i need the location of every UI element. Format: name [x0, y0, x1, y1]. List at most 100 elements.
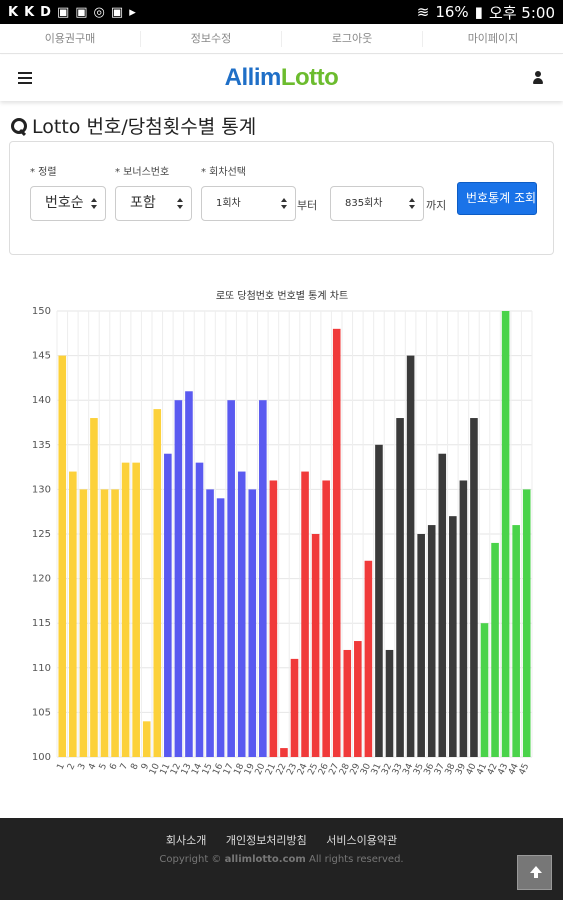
- bar-number-20[interactable]: [259, 400, 267, 757]
- x-tick-label: 3: [77, 762, 88, 771]
- number-stats-chart: 로또 당첨번호 번호별 통계 차트 100 105 110 115 120 125 130 1…: [0, 280, 563, 780]
- round-to-select[interactable]: 835회차: [330, 186, 424, 221]
- bar-number-16[interactable]: [216, 498, 225, 757]
- bar-number-25[interactable]: [311, 534, 320, 757]
- notification-icon: ▣: [56, 4, 70, 20]
- bar-number-15[interactable]: [206, 489, 214, 757]
- x-tick-label: 32: [380, 762, 394, 777]
- y-tick-label: 110: [32, 663, 51, 674]
- bar-number-14[interactable]: [195, 462, 204, 757]
- footer-link-company[interactable]: 회사소개: [165, 834, 207, 847]
- bonus-label: * 보너스번호: [115, 167, 170, 178]
- notification-icon: ▣: [75, 4, 88, 20]
- bar-number-11[interactable]: [164, 453, 172, 757]
- battery-level: 16%: [435, 3, 469, 21]
- status-right: ≋ 16% ▮ 오후 5:00: [417, 2, 555, 23]
- scroll-to-top-button[interactable]: [517, 855, 552, 890]
- x-tick-label: 14: [190, 762, 204, 777]
- hamburger-menu-icon[interactable]: [18, 72, 32, 84]
- bar-number-4[interactable]: [90, 418, 98, 757]
- x-tick-label: 15: [201, 762, 215, 777]
- bar-number-30[interactable]: [364, 560, 373, 757]
- bar-number-43[interactable]: [501, 311, 510, 757]
- bar-number-21[interactable]: [269, 480, 278, 757]
- y-tick-label: 150: [32, 306, 51, 317]
- nav-mypage[interactable]: 마이페이지: [467, 31, 519, 45]
- wifi-icon: ≋: [416, 3, 430, 21]
- stats-search-button[interactable]: 번호통계 조회: [457, 182, 537, 215]
- bar-number-44[interactable]: [512, 525, 520, 757]
- bar-number-17[interactable]: [227, 400, 235, 757]
- x-tick-label: 42: [486, 762, 500, 777]
- bar-number-9[interactable]: [142, 721, 151, 757]
- nav-edit-info[interactable]: 정보수정: [141, 30, 282, 47]
- y-tick-label: 140: [32, 395, 51, 406]
- bar-number-26[interactable]: [322, 480, 330, 757]
- x-tick-label: 33: [391, 762, 405, 777]
- bar-number-35[interactable]: [417, 534, 425, 757]
- bar-number-27[interactable]: [332, 328, 341, 757]
- x-tick-label: 37: [433, 762, 447, 777]
- copyright: Copyright © allimlotto.com All rights re…: [0, 854, 563, 865]
- y-tick-label: 135: [32, 440, 51, 451]
- bar-number-36[interactable]: [427, 525, 436, 757]
- nav-logout[interactable]: 로그아웃: [282, 30, 423, 47]
- bar-number-42[interactable]: [491, 542, 499, 757]
- x-tick-label: 9: [140, 762, 152, 772]
- bar-number-34[interactable]: [406, 355, 415, 757]
- bar-number-37[interactable]: [438, 453, 447, 757]
- bar-number-13[interactable]: [185, 391, 193, 757]
- bar-number-8[interactable]: [132, 462, 140, 757]
- notification-icon: ◎: [93, 4, 105, 20]
- x-tick-label: 25: [306, 762, 320, 777]
- footer-links: 회사소개 개인정보처리방침 서비스이용약관: [0, 832, 563, 848]
- footer-link-terms[interactable]: 서비스이용약관: [326, 834, 398, 847]
- battery-icon: ▮: [474, 3, 483, 21]
- x-tick-label: 7: [119, 762, 130, 771]
- bar-number-31[interactable]: [375, 444, 383, 757]
- bar-number-2[interactable]: [69, 471, 77, 757]
- footer-link-privacy[interactable]: 개인정보처리방침: [225, 834, 307, 847]
- x-tick-label: 29: [349, 762, 363, 777]
- bar-number-23[interactable]: [290, 658, 299, 757]
- x-tick-label: 27: [328, 762, 342, 777]
- nav-purchase-ticket[interactable]: 이용권구매: [0, 30, 141, 47]
- bar-number-5[interactable]: [100, 489, 109, 757]
- bar-number-38[interactable]: [449, 516, 457, 757]
- x-tick-label: 22: [275, 762, 289, 777]
- bar-number-18[interactable]: [237, 471, 246, 757]
- user-icon[interactable]: [531, 71, 545, 85]
- bar-number-40[interactable]: [470, 418, 478, 757]
- bar-number-45[interactable]: [522, 489, 531, 757]
- y-tick-label: 105: [32, 707, 51, 718]
- top-nav: 이용권구매 정보수정 로그아웃 마이페이지: [0, 24, 563, 54]
- bar-number-7[interactable]: [121, 462, 130, 757]
- bar-number-10[interactable]: [153, 409, 162, 757]
- bar-number-41[interactable]: [480, 623, 489, 757]
- round-from-select[interactable]: 1회차: [201, 186, 296, 221]
- bar-number-12[interactable]: [174, 400, 183, 757]
- x-tick-label: 11: [159, 762, 173, 777]
- sort-select[interactable]: 번호순: [30, 186, 106, 221]
- chart-svg: 로또 당첨번호 번호별 통계 차트 1001051101151201251301…: [32, 290, 533, 777]
- bonus-select[interactable]: 포함: [115, 186, 192, 221]
- site-logo[interactable]: AllimLotto: [225, 64, 339, 92]
- bar-number-1[interactable]: [58, 355, 67, 757]
- bar-number-3[interactable]: [79, 489, 88, 757]
- bar-number-24[interactable]: [301, 471, 309, 757]
- bar-number-22[interactable]: [280, 748, 288, 757]
- bar-number-6[interactable]: [111, 489, 119, 757]
- notification-icons: K K D ▣ ▣ ◎ ▣ ▸: [8, 5, 136, 20]
- notification-icon: ▸: [129, 4, 136, 20]
- bar-number-32[interactable]: [385, 649, 394, 757]
- bar-number-39[interactable]: [459, 480, 468, 757]
- bar-number-19[interactable]: [248, 489, 257, 757]
- notification-icon: D: [40, 4, 51, 20]
- bar-number-33[interactable]: [396, 418, 404, 757]
- bar-number-29[interactable]: [354, 641, 362, 757]
- y-tick-label: 130: [32, 484, 51, 495]
- x-tick-label: 12: [169, 762, 183, 777]
- x-tick-label: 1: [56, 762, 67, 771]
- bar-number-28[interactable]: [343, 649, 352, 757]
- sort-label: * 정렬: [30, 167, 57, 178]
